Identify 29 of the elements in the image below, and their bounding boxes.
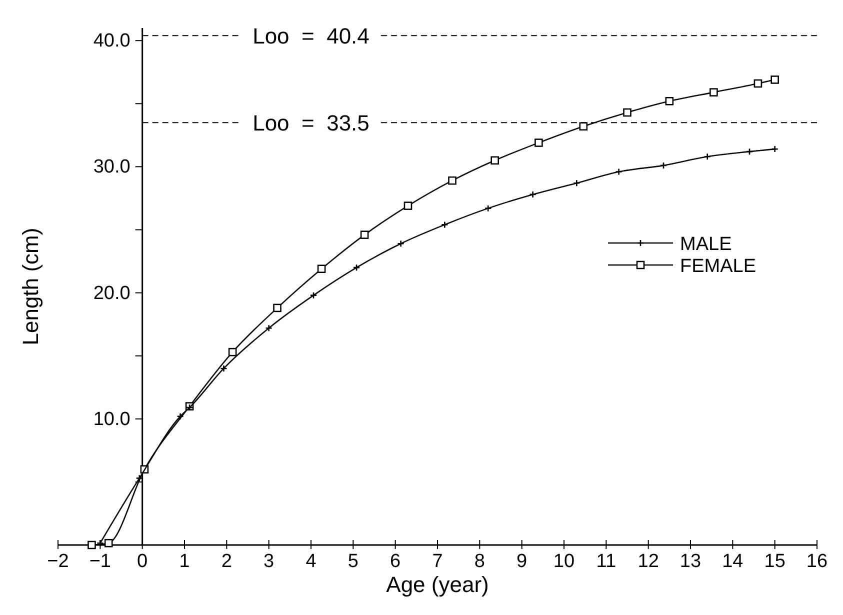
x-tick-label: 5 — [348, 551, 358, 572]
x-tick-label: 4 — [306, 551, 317, 572]
x-tick-label: 7 — [432, 551, 443, 572]
x-tick-label: −2 — [47, 551, 69, 572]
y-tick-label: 10.0 — [93, 408, 130, 430]
x-tick-label: 1 — [179, 551, 190, 572]
legend-label: FEMALE — [680, 256, 756, 277]
x-tick-label: −1 — [89, 551, 112, 572]
x-tick-label: 6 — [390, 551, 401, 572]
y-axis-title: Length (cm) — [18, 228, 43, 346]
x-tick-label: 0 — [137, 551, 148, 572]
x-axis-title: Age (year) — [386, 572, 489, 597]
y-tick-label: 20.0 — [93, 282, 130, 304]
y-tick-label: 30.0 — [93, 156, 130, 178]
x-tick-label: 14 — [722, 551, 744, 572]
x-tick-label: 3 — [264, 551, 274, 572]
x-tick-label: 12 — [638, 551, 659, 572]
x-tick-label: 10 — [553, 551, 575, 572]
x-tick-label: 13 — [680, 551, 702, 572]
x-tick-label: 16 — [806, 551, 828, 572]
x-tick-label: 11 — [596, 551, 616, 572]
y-tick-label: 40.0 — [93, 30, 130, 52]
ref-line-label: Loo = 40.4 — [252, 24, 370, 49]
ref-line-label: Loo = 33.5 — [252, 110, 370, 136]
x-tick-label: 15 — [764, 551, 786, 572]
x-tick-label: 9 — [516, 551, 528, 572]
x-tick-label: 2 — [221, 551, 232, 572]
legend-label: MALE — [680, 234, 732, 255]
x-tick-label: 8 — [474, 551, 485, 572]
